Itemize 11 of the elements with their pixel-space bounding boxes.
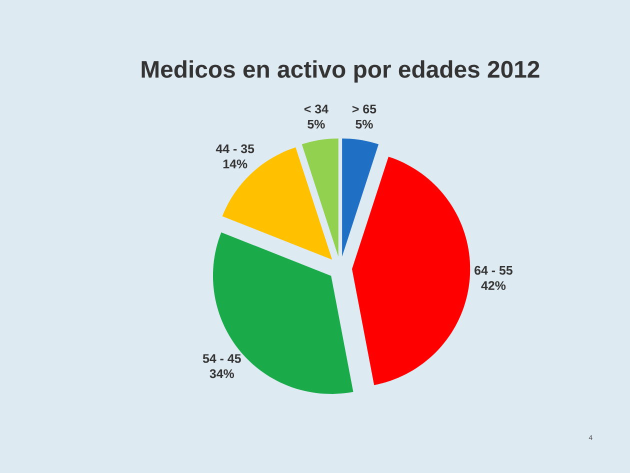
data-label: 5% <box>308 120 325 129</box>
slice-label: > 65 <box>352 104 376 114</box>
data-label: 14% <box>223 160 248 168</box>
chart-title: Medicos en activo por edades 2012 <box>142 60 540 83</box>
data-label: 42% <box>481 281 506 290</box>
slice-label: 64 - 55 <box>474 266 512 275</box>
data-label: 5% <box>356 120 373 129</box>
slice-label: < 34 <box>304 104 328 114</box>
data-label: 34% <box>210 369 234 378</box>
slice-label: 54 - 45 <box>202 354 241 363</box>
slice-label: 44 - 35 <box>216 144 254 154</box>
